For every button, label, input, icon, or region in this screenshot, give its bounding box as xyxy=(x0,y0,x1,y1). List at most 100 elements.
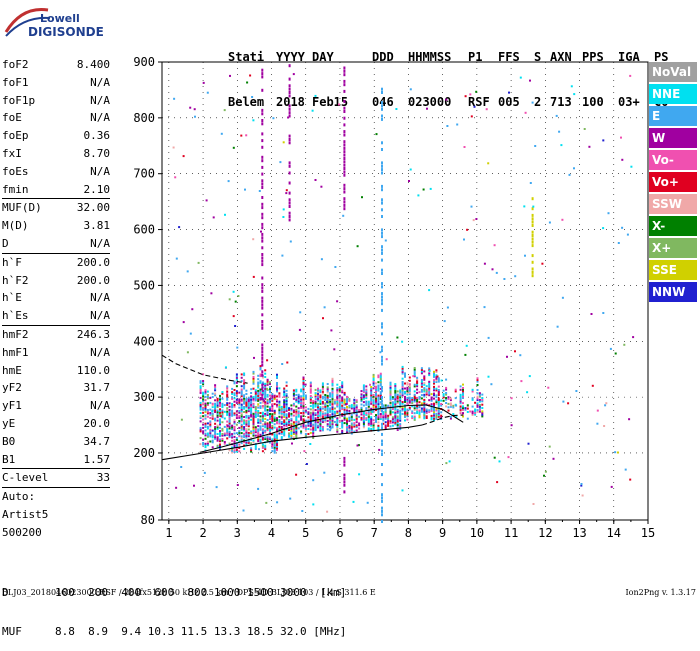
echo-point xyxy=(416,410,419,413)
noise-point xyxy=(323,471,326,474)
echo-point xyxy=(331,426,334,429)
echo-point xyxy=(476,377,479,380)
noise-point xyxy=(473,105,476,108)
echo-point xyxy=(326,388,329,391)
noise-point xyxy=(329,427,332,430)
echo-point xyxy=(280,432,283,435)
echo-point xyxy=(355,407,358,410)
echo-column-point xyxy=(343,157,346,160)
noise-point xyxy=(617,242,620,244)
echo-point xyxy=(389,413,392,416)
echo-point xyxy=(245,436,248,439)
echo-point xyxy=(375,382,377,385)
noise-point xyxy=(602,312,605,314)
echo-point xyxy=(238,435,241,438)
echo-point xyxy=(326,386,329,389)
echo-point xyxy=(437,410,440,413)
echo-column-point xyxy=(343,83,346,87)
echo-point xyxy=(433,419,435,422)
echo-point xyxy=(245,401,248,404)
echo-point xyxy=(346,399,348,402)
echo-point xyxy=(350,430,353,433)
echo-point xyxy=(302,379,305,382)
echo-point xyxy=(437,385,440,388)
echo-point xyxy=(437,405,440,408)
noise-point xyxy=(496,481,499,484)
echo-point xyxy=(433,374,435,377)
echo-point xyxy=(211,434,214,437)
echo-point xyxy=(428,382,431,385)
echo-point xyxy=(336,400,339,403)
echo-column-point xyxy=(381,359,383,363)
echo-point xyxy=(413,393,416,396)
echo-point xyxy=(478,410,481,413)
echo-point xyxy=(338,398,341,401)
echo-point xyxy=(408,376,411,379)
echo-point xyxy=(240,393,243,396)
echo-point xyxy=(300,403,303,406)
echo-point xyxy=(257,420,260,422)
noise-point xyxy=(436,375,439,378)
echo-point xyxy=(377,386,380,389)
echo-point xyxy=(276,435,278,438)
echo-point xyxy=(235,373,238,376)
echo-point xyxy=(372,409,375,412)
echo-point xyxy=(297,400,300,403)
echo-point xyxy=(379,387,382,390)
echo-point xyxy=(452,404,455,407)
echo-point xyxy=(399,392,402,395)
echo-point xyxy=(382,406,385,409)
echo-point xyxy=(433,372,435,375)
echo-point xyxy=(292,391,295,394)
echo-point xyxy=(257,421,260,424)
echo-column-point xyxy=(381,198,383,202)
echo-point xyxy=(391,408,394,410)
noise-point xyxy=(621,158,624,161)
echo-point xyxy=(226,390,229,393)
echo-point xyxy=(261,443,264,446)
echo-point xyxy=(204,429,207,432)
echo-point xyxy=(404,382,406,385)
echo-point xyxy=(245,414,248,417)
param-row: foE N/A xyxy=(2,109,110,127)
echo-point xyxy=(471,405,474,408)
echo-point xyxy=(379,394,382,397)
echo-point xyxy=(243,434,246,437)
echo-point xyxy=(231,433,234,436)
echo-point xyxy=(404,374,406,377)
echo-point xyxy=(462,393,464,396)
echo-point xyxy=(243,382,246,385)
echo-point xyxy=(454,397,457,400)
echo-point xyxy=(435,417,438,420)
echo-point xyxy=(324,399,327,401)
echo-point xyxy=(276,432,278,435)
header-value-6: 005 xyxy=(498,95,520,109)
echo-column-point xyxy=(381,362,383,366)
muf-row: MUF 8.8 8.9 9.4 10.3 11.5 13.3 18.5 32.0… xyxy=(2,625,347,638)
echo-point xyxy=(235,376,238,379)
echo-point xyxy=(233,429,236,432)
echo-point xyxy=(304,406,307,409)
echo-point xyxy=(420,367,423,370)
echo-point xyxy=(433,385,435,388)
echo-point xyxy=(302,399,305,402)
echo-point xyxy=(254,446,257,449)
param-label: fmin xyxy=(2,182,29,196)
noise-point xyxy=(309,443,312,445)
echo-point xyxy=(295,400,298,403)
echo-point xyxy=(235,395,238,398)
noise-point xyxy=(206,91,209,94)
echo-point xyxy=(295,434,298,437)
noise-point xyxy=(543,474,545,477)
echo-point xyxy=(312,401,315,404)
echo-point xyxy=(336,429,339,431)
header-value-10: 03+ xyxy=(618,95,640,109)
echo-point xyxy=(413,405,416,408)
echo-point xyxy=(401,392,404,395)
echo-point xyxy=(238,450,241,453)
echo-point xyxy=(476,392,479,395)
echo-point xyxy=(204,422,207,425)
param-label: h`F xyxy=(2,255,22,269)
echo-point xyxy=(341,419,344,422)
echo-point xyxy=(365,390,368,393)
